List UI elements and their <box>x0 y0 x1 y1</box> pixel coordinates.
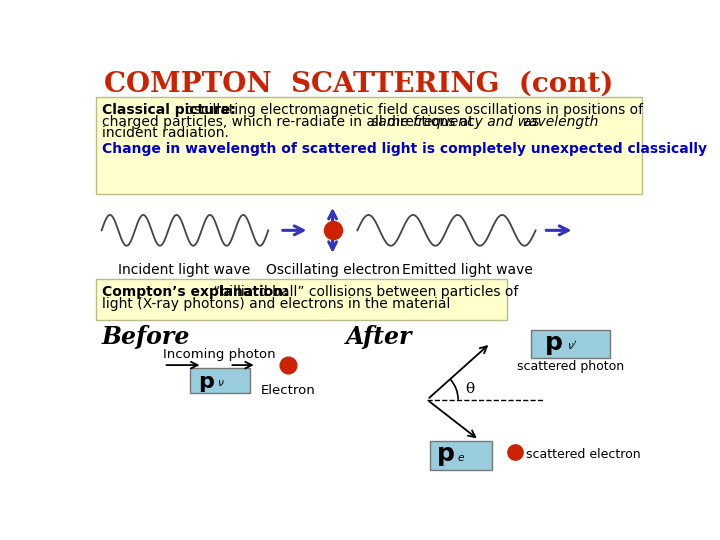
Text: COMPTON  SCATTERING  (cont): COMPTON SCATTERING (cont) <box>104 71 613 98</box>
Text: After: After <box>346 325 413 349</box>
Text: $_{\nu'}$: $_{\nu'}$ <box>567 338 578 352</box>
Text: oscillating electromagnetic field causes oscillations in positions of: oscillating electromagnetic field causes… <box>181 103 643 117</box>
Text: light (X-ray photons) and electrons in the material: light (X-ray photons) and electrons in t… <box>102 298 450 312</box>
Text: same frequency and wavelength: same frequency and wavelength <box>372 115 599 129</box>
Text: Incident light wave: Incident light wave <box>118 264 251 278</box>
Text: $\mathbf{p}$: $\mathbf{p}$ <box>544 334 563 357</box>
Text: scattered electron: scattered electron <box>526 448 640 461</box>
Text: $\mathbf{p}$: $\mathbf{p}$ <box>198 372 215 394</box>
Text: $_{\nu}$: $_{\nu}$ <box>217 375 225 389</box>
Text: charged particles, which re-radiate in all directions at: charged particles, which re-radiate in a… <box>102 115 478 129</box>
Text: Oscillating electron: Oscillating electron <box>266 264 400 278</box>
FancyBboxPatch shape <box>431 441 492 470</box>
Text: scattered photon: scattered photon <box>517 360 624 373</box>
Text: Change in wavelength of scattered light is completely unexpected classically: Change in wavelength of scattered light … <box>102 142 706 156</box>
Text: $\mathbf{p}$: $\mathbf{p}$ <box>436 445 454 468</box>
Text: Electron: Electron <box>260 384 315 397</box>
FancyBboxPatch shape <box>96 279 507 320</box>
Text: Incoming photon: Incoming photon <box>163 348 276 361</box>
Text: Classical picture:: Classical picture: <box>102 103 235 117</box>
Text: Before: Before <box>102 325 190 349</box>
FancyBboxPatch shape <box>190 368 250 393</box>
FancyBboxPatch shape <box>96 97 642 194</box>
Text: “billiard ball” collisions between particles of: “billiard ball” collisions between parti… <box>209 285 518 299</box>
FancyBboxPatch shape <box>531 330 610 358</box>
Text: as: as <box>519 115 539 129</box>
Text: Compton’s explanation:: Compton’s explanation: <box>102 285 288 299</box>
Text: θ: θ <box>465 382 474 396</box>
Text: incident radiation.: incident radiation. <box>102 126 228 140</box>
Text: Emitted light wave: Emitted light wave <box>402 264 533 278</box>
Text: $_{e}$: $_{e}$ <box>457 450 466 464</box>
